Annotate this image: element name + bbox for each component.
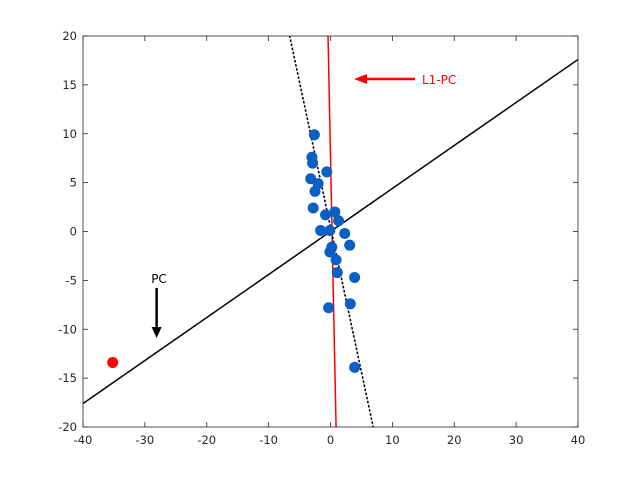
data-point — [344, 239, 356, 251]
data-point — [339, 227, 351, 239]
x-tick-label: 10 — [385, 433, 400, 447]
data-point — [307, 202, 319, 214]
l1-pc-arrow-icon — [354, 74, 368, 85]
y-tick-label: -5 — [66, 273, 77, 287]
y-tick-label: 5 — [70, 176, 77, 190]
data-point — [329, 206, 341, 218]
pc-arrow-icon — [151, 327, 162, 339]
x-tick-label: 30 — [509, 433, 524, 447]
data-point — [315, 225, 327, 237]
y-tick-label: 20 — [62, 29, 77, 43]
y-tick-label: -15 — [58, 371, 77, 385]
axes: -40 -30 -20 -10 0 10 20 30 40 -20 -15 -10 -5 0 5 10 15 20 — [58, 29, 585, 447]
data-point — [324, 246, 336, 258]
data-point — [344, 298, 356, 310]
x-tick-label: -40 — [74, 433, 93, 447]
data-point — [349, 361, 361, 373]
data-point — [321, 166, 333, 178]
data-point — [323, 302, 335, 314]
x-tick-label: 20 — [447, 433, 462, 447]
l1-pc-label: L1-PC — [422, 73, 456, 87]
pc-label: PC — [151, 272, 167, 286]
dotted-fit-line — [288, 36, 374, 427]
annotations: PC L1-PC — [151, 73, 456, 339]
data-point — [324, 225, 336, 237]
x-tick-label: 0 — [327, 433, 334, 447]
x-tick-label: -20 — [197, 433, 216, 447]
y-tick-label: 10 — [62, 127, 77, 141]
data-point — [309, 185, 321, 197]
data-point — [330, 254, 342, 266]
x-tick-label: -30 — [135, 433, 154, 447]
y-tick-label: -20 — [58, 420, 77, 434]
data-point — [308, 129, 320, 141]
data-point — [331, 267, 343, 279]
data-point — [307, 157, 319, 169]
data-point — [320, 209, 332, 221]
data-points — [107, 129, 361, 373]
y-tick-label: 0 — [70, 225, 77, 239]
y-tick-label: -10 — [58, 322, 77, 336]
data-point — [349, 271, 361, 283]
data-point — [333, 215, 345, 227]
x-tick-label: -10 — [259, 433, 278, 447]
outlier-point — [107, 356, 119, 368]
x-tick-label: 40 — [571, 433, 586, 447]
y-tick-label: 15 — [62, 78, 77, 92]
